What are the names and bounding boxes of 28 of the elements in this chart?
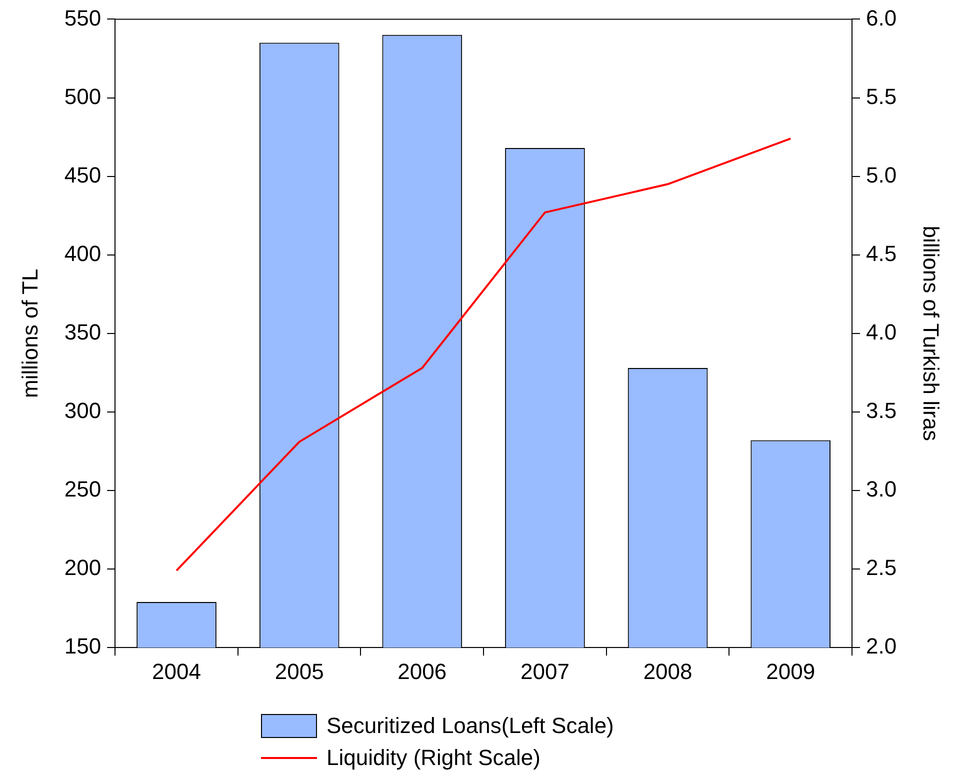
y-tick-label: 450	[64, 162, 102, 188]
y-tick-label: 350	[64, 319, 102, 344]
legend-label: Liquidity (Right Scale)	[326, 745, 540, 771]
x-tick-label: 2009	[766, 658, 816, 684]
x-tick-label: 2005	[274, 658, 324, 684]
y2-tick-label: 5.5	[866, 84, 897, 109]
y-axis-title: millions of TL	[17, 268, 42, 398]
x-tick-label: 2007	[520, 658, 570, 684]
y-tick-label: 550	[64, 5, 102, 30]
y2-tick-label: 3.5	[866, 398, 897, 424]
y2-tick-label: 5.0	[866, 162, 897, 188]
y2-tick-label: 4.5	[866, 240, 897, 266]
y-tick-label: 150	[64, 634, 102, 659]
y2-tick-label: 3.0	[866, 476, 897, 502]
y2-axis-title: billions of Turkish liras	[918, 226, 944, 441]
y2-tick-label: 2.0	[866, 634, 897, 659]
legend-label: Securitized Loans(Left Scale)	[326, 713, 614, 739]
x-tick-label: 2006	[398, 658, 447, 684]
y-tick-label: 500	[64, 84, 102, 109]
y-tick-label: 400	[64, 240, 102, 266]
y-tick-label: 250	[64, 476, 102, 502]
y2-tick-label: 6.0	[866, 5, 897, 30]
y-tick-label: 300	[64, 398, 102, 424]
y2-tick-label: 2.5	[866, 555, 897, 580]
y2-tick-label: 4.0	[866, 319, 897, 344]
x-tick-label: 2008	[643, 658, 692, 684]
x-tick-label: 2004	[152, 658, 201, 684]
y-tick-label: 200	[64, 555, 102, 580]
